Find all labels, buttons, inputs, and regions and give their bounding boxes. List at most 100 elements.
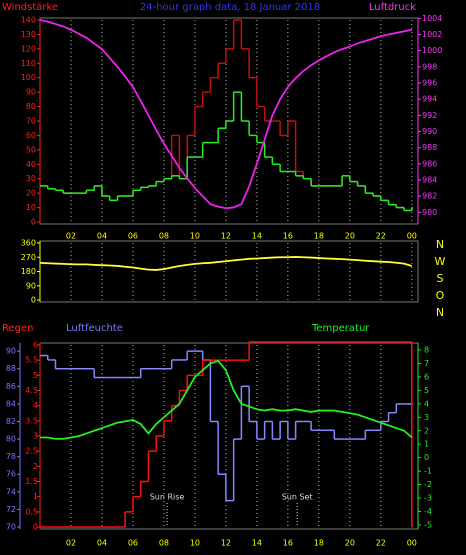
- y-tick-label: 2: [33, 462, 38, 471]
- y-tick-label: 76: [6, 470, 16, 479]
- series-line: [39, 19, 412, 210]
- y-tick-label: 82: [6, 417, 16, 426]
- y-tick-label: 100: [21, 73, 36, 82]
- y-tick-label: 980: [422, 208, 437, 217]
- x-tick-label: 12: [221, 539, 231, 548]
- annotation: Sun Set: [282, 493, 313, 502]
- y-tick-label: 180: [21, 267, 36, 276]
- x-tick-label: 18: [314, 232, 324, 241]
- x-tick-label: 06: [128, 232, 138, 241]
- y-tick-label: 30: [26, 174, 36, 183]
- y-tick-label: 80: [26, 102, 36, 111]
- y-tick-label: 3.5: [25, 416, 38, 425]
- y-tick-label: 1: [33, 492, 38, 501]
- y-tick-label: 4: [424, 399, 429, 408]
- x-tick-label: 20: [345, 232, 355, 241]
- y-tick-label: -1: [424, 467, 432, 476]
- y-tick-label: 984: [422, 175, 437, 184]
- y-tick-label: 70: [26, 117, 36, 126]
- y-tick-label: 110: [21, 59, 36, 68]
- y-tick-label: 90: [6, 347, 16, 356]
- y-tick-label: 5: [424, 386, 429, 395]
- x-tick-label: 22: [376, 232, 386, 241]
- y-tick-label: 60: [26, 131, 36, 140]
- x-tick-label: 14: [252, 232, 262, 241]
- x-tick-label: 02: [66, 539, 76, 548]
- y-tick-label: 80: [6, 435, 16, 444]
- y-tick-label: 8: [424, 345, 429, 354]
- x-tick-label: 00: [407, 539, 417, 548]
- y-tick-label: 10: [26, 203, 36, 212]
- y-tick-label: 1000: [422, 46, 442, 55]
- annotation: Sun Rise: [150, 493, 185, 502]
- y2-label: Luftfeuchte: [66, 323, 123, 334]
- y-label: Windstärke: [2, 2, 58, 13]
- y-tick-label: 90: [26, 281, 36, 290]
- y-tick-label: 50: [26, 145, 36, 154]
- title: 24-hour graph data, 18 Januar 2018: [140, 2, 320, 13]
- y-tick-label: 90: [26, 88, 36, 97]
- y-tick-label: 986: [422, 159, 437, 168]
- y-tick-label: 72: [6, 505, 16, 514]
- x-tick-label: 00: [407, 232, 417, 241]
- y-tick-label: 994: [422, 95, 437, 104]
- plot-frame: [39, 240, 419, 303]
- y-tick-label: 0: [31, 296, 36, 305]
- y-tick-label: 2.5: [25, 447, 38, 456]
- y-tick-label: 1.5: [25, 477, 38, 486]
- y-tick-label: 3: [424, 413, 429, 422]
- y-tick-label: 1002: [422, 30, 442, 39]
- x-tick-label: 08: [159, 232, 169, 241]
- direction-label: N: [436, 238, 444, 251]
- y-tick-label: 3: [33, 432, 38, 441]
- x-tick-label: 04: [97, 232, 107, 241]
- y-tick-label: 6: [33, 341, 38, 350]
- x-tick-label: 02: [66, 232, 76, 241]
- y-tick-label: 0: [31, 218, 36, 227]
- x-tick-label: 10: [190, 232, 200, 241]
- y-tick-label: 992: [422, 111, 437, 120]
- y-tick-label: 0: [424, 453, 429, 462]
- x-tick-label: 22: [376, 539, 386, 548]
- x-tick-label: 18: [314, 539, 324, 548]
- y-tick-label: -5: [424, 520, 432, 529]
- y-tick-label: 988: [422, 143, 437, 152]
- y-tick-label: 5.5: [25, 356, 38, 365]
- y-tick-label: 990: [422, 127, 437, 136]
- x-tick-label: 14: [252, 539, 262, 548]
- y-tick-label: 5: [33, 371, 38, 380]
- y-tick-label: 0: [33, 523, 38, 532]
- y-tick-label: 70: [6, 523, 16, 532]
- y-tick-label: 78: [6, 452, 16, 461]
- x-tick-label: 04: [97, 539, 107, 548]
- x-tick-label: 12: [221, 232, 231, 241]
- y-tick-label: -4: [424, 507, 432, 516]
- y-tick-label: 74: [6, 487, 16, 496]
- y-tick-label: 2: [424, 426, 429, 435]
- y-tick-label: 996: [422, 79, 437, 88]
- y-tick-label: 4: [33, 401, 38, 410]
- x-tick-label: 06: [128, 539, 138, 548]
- x-tick-label: 10: [190, 539, 200, 548]
- y-tick-label: 40: [26, 160, 36, 169]
- y-label: Regen: [2, 323, 34, 334]
- y-tick-label: 6: [424, 372, 429, 381]
- series-line: [39, 256, 413, 271]
- direction-label: W: [435, 255, 446, 268]
- direction-label: S: [437, 272, 444, 285]
- x-tick-label: 16: [283, 539, 293, 548]
- y-tick-label: 7: [424, 359, 429, 368]
- direction-label: N: [436, 306, 444, 319]
- y3-label: Temperatur: [311, 323, 370, 334]
- y-tick-label: 1004: [422, 14, 442, 23]
- y-tick-label: 0.5: [25, 507, 38, 516]
- y-tick-label: 4.5: [25, 386, 38, 395]
- y-tick-label: 86: [6, 382, 16, 391]
- y-tick-label: -2: [424, 480, 432, 489]
- series-line: [40, 359, 413, 440]
- x-tick-label: 20: [345, 539, 355, 548]
- y-tick-label: 88: [6, 364, 16, 373]
- y2-label: Luftdruck: [369, 2, 416, 13]
- y-tick-label: 1: [424, 440, 429, 449]
